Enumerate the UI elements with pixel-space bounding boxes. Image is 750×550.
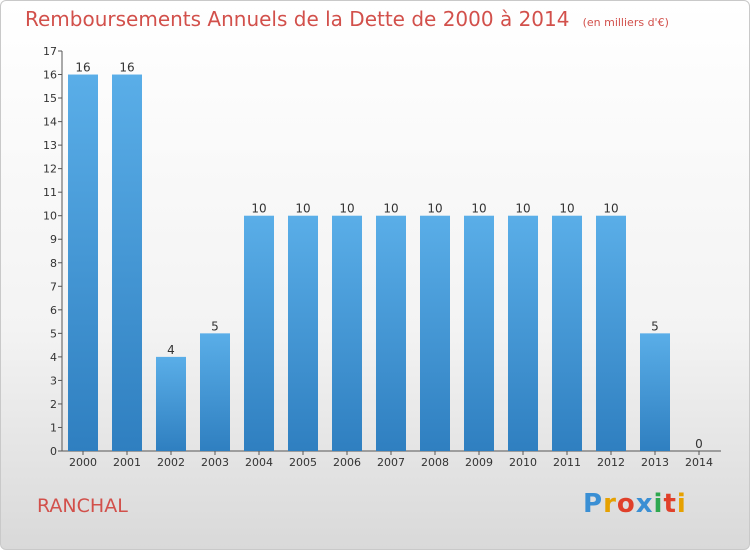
bar bbox=[420, 215, 450, 451]
y-tick-label: 17 bbox=[43, 45, 57, 58]
chart-title: Remboursements Annuels de la Dette de 20… bbox=[25, 7, 669, 31]
x-tick-label: 2004 bbox=[245, 456, 273, 469]
x-tick-label: 2013 bbox=[641, 456, 669, 469]
x-tick-label: 2006 bbox=[333, 456, 361, 469]
bar bbox=[200, 333, 230, 451]
y-tick-label: 16 bbox=[43, 69, 57, 82]
x-tick-label: 2001 bbox=[113, 456, 141, 469]
commune-name: RANCHAL bbox=[37, 495, 128, 517]
logo-letter: t bbox=[663, 489, 677, 519]
y-tick-label: 5 bbox=[50, 327, 57, 340]
y-tick-label: 13 bbox=[43, 139, 57, 152]
x-tick-label: 2005 bbox=[289, 456, 317, 469]
bar bbox=[552, 215, 582, 451]
x-tick-label: 2010 bbox=[509, 456, 537, 469]
y-tick-label: 8 bbox=[50, 257, 57, 270]
y-tick-label: 12 bbox=[43, 163, 57, 176]
x-tick-label: 2009 bbox=[465, 456, 493, 469]
bar-value-label: 10 bbox=[339, 202, 354, 216]
y-tick-label: 7 bbox=[50, 280, 57, 293]
bar bbox=[376, 215, 406, 451]
x-tick-label: 2012 bbox=[597, 456, 625, 469]
x-tick-label: 2008 bbox=[421, 456, 449, 469]
bar-value-label: 5 bbox=[211, 319, 219, 333]
y-tick-label: 2 bbox=[50, 398, 57, 411]
bar-value-label: 10 bbox=[251, 202, 266, 216]
bar bbox=[508, 215, 538, 451]
bar bbox=[68, 74, 98, 451]
y-tick-label: 0 bbox=[50, 445, 57, 458]
bar-value-label: 10 bbox=[427, 202, 442, 216]
chart-bars bbox=[68, 74, 670, 451]
bar-value-label: 10 bbox=[515, 202, 530, 216]
bar-value-label: 16 bbox=[119, 61, 134, 75]
y-tick-label: 15 bbox=[43, 92, 57, 105]
bar bbox=[596, 215, 626, 451]
bar-value-label: 4 bbox=[167, 343, 175, 357]
bar-value-label: 10 bbox=[603, 202, 618, 216]
logo-letter: o bbox=[616, 489, 636, 519]
y-tick-label: 11 bbox=[43, 186, 57, 199]
bar bbox=[112, 74, 142, 451]
proxiti-logo: Proxiti bbox=[583, 489, 687, 519]
bar bbox=[640, 333, 670, 451]
y-tick-label: 4 bbox=[50, 351, 57, 364]
y-tick-label: 1 bbox=[50, 421, 57, 434]
logo-letter: P bbox=[583, 489, 604, 519]
y-tick-label: 14 bbox=[43, 116, 57, 129]
logo-letter: r bbox=[603, 489, 617, 519]
y-tick-label: 9 bbox=[50, 233, 57, 246]
bar-value-label: 16 bbox=[75, 61, 90, 75]
logo-letter: i bbox=[676, 489, 687, 519]
bar bbox=[156, 356, 186, 451]
y-tick-label: 10 bbox=[43, 210, 57, 223]
bar bbox=[464, 215, 494, 451]
x-tick-label: 2003 bbox=[201, 456, 229, 469]
x-tick-label: 2014 bbox=[685, 456, 713, 469]
logo-letter: x bbox=[635, 489, 654, 519]
bar-value-label: 10 bbox=[295, 202, 310, 216]
chart-unit: (en milliers d'€) bbox=[582, 16, 669, 29]
bar-value-label: 10 bbox=[383, 202, 398, 216]
bar-value-label: 5 bbox=[651, 319, 659, 333]
bar-value-label: 10 bbox=[471, 202, 486, 216]
chart-labels: 2000 16 2001 16 2002 4 2003 5 2004 10 2005 10 2006 10… bbox=[69, 61, 713, 469]
bar bbox=[288, 215, 318, 451]
bar bbox=[244, 215, 274, 451]
y-tick-label: 3 bbox=[50, 374, 57, 387]
x-tick-label: 2011 bbox=[553, 456, 581, 469]
x-tick-label: 2002 bbox=[157, 456, 185, 469]
bar-value-label: 10 bbox=[559, 202, 574, 216]
y-tick-label: 6 bbox=[50, 304, 57, 317]
bar-value-label: 0 bbox=[695, 437, 703, 451]
x-tick-label: 2007 bbox=[377, 456, 405, 469]
x-tick-label: 2000 bbox=[69, 456, 97, 469]
logo-letter: i bbox=[653, 489, 664, 519]
bar bbox=[332, 215, 362, 451]
chart-title-text: Remboursements Annuels de la Dette de 20… bbox=[25, 7, 570, 31]
